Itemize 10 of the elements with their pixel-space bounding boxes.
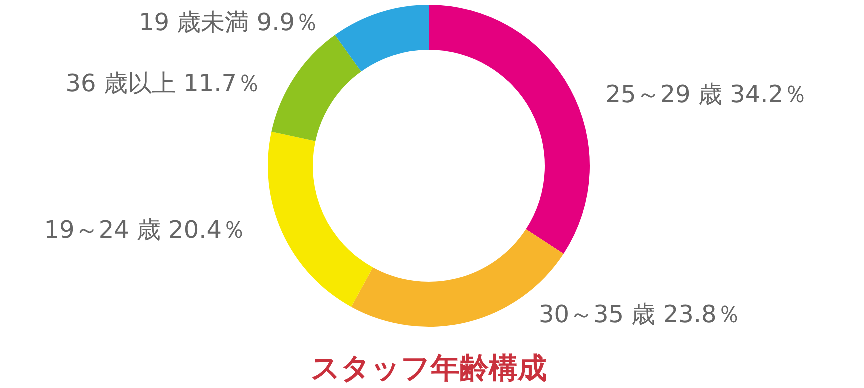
text: スタッフ年齢構成	[311, 351, 547, 385]
slice-label: 30～35 歳 23.8％	[539, 300, 741, 328]
donut-slice	[272, 35, 362, 142]
donut-slice	[429, 5, 590, 254]
donut-slice	[335, 5, 429, 72]
slice-label: 25～29 歳 34.2％	[606, 80, 808, 109]
slice-label: 36 歳以上 11.7％	[66, 70, 262, 98]
donut-slice	[268, 132, 374, 308]
slice-label: 19 歳未満 9.9％	[139, 8, 319, 36]
slice-label: 19～24 歳 20.4％	[44, 216, 246, 244]
